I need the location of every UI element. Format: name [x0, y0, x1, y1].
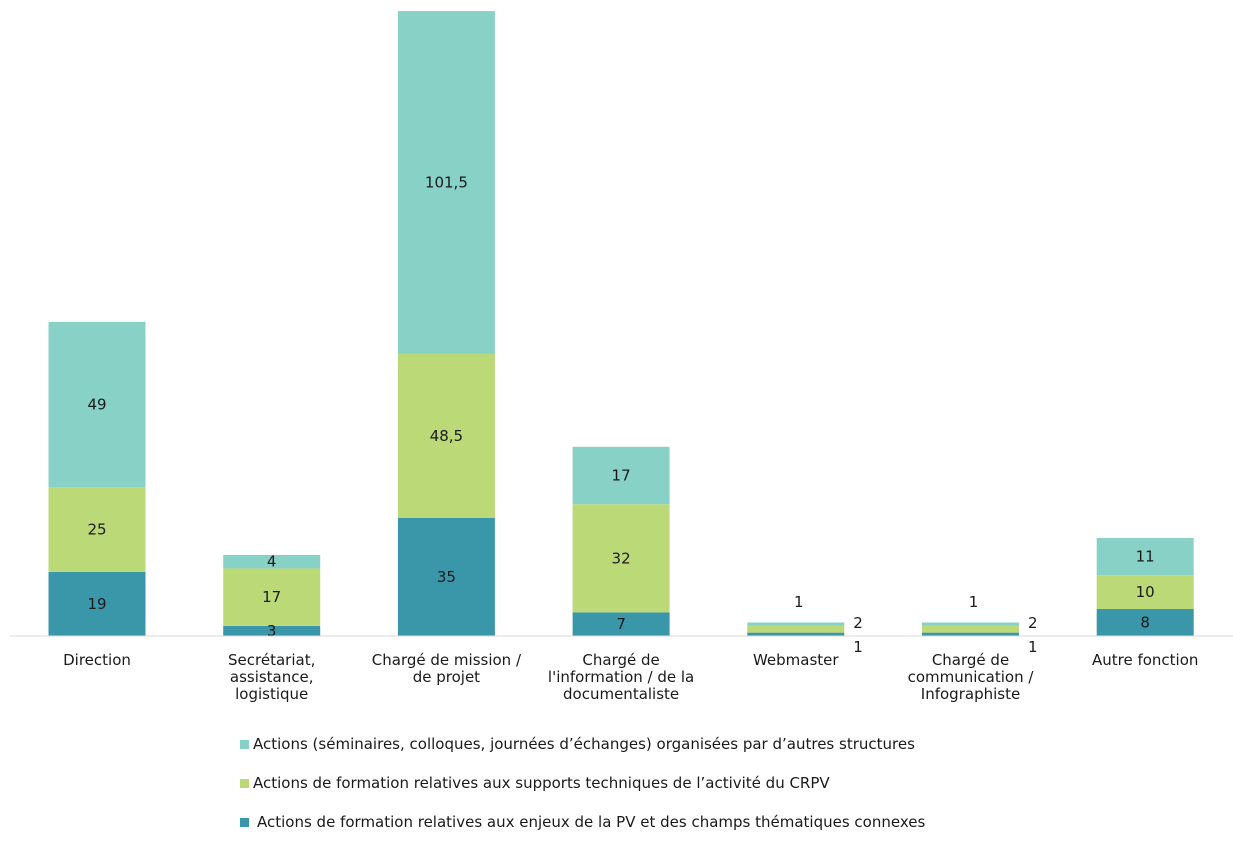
bar-segment	[747, 632, 845, 636]
bar-segment	[922, 632, 1019, 636]
data-label: 1	[794, 593, 804, 611]
legend-label: Actions de formation relatives aux enjeu…	[257, 813, 926, 831]
legend-swatch	[240, 778, 249, 788]
bar-segment	[48, 571, 146, 636]
x-tick-label: Webmaster	[753, 651, 839, 669]
data-label: 11	[1136, 548, 1155, 566]
data-label: 3	[267, 622, 277, 640]
bar-segment	[922, 625, 1019, 633]
bar-segment	[572, 612, 670, 636]
bar-segment	[1096, 608, 1194, 636]
bar-segment	[1096, 575, 1194, 609]
bar-segment	[397, 11, 495, 354]
x-tick-label: Direction	[63, 651, 131, 669]
data-label: 32	[612, 549, 631, 567]
bar-segment	[223, 568, 321, 626]
bar-segment	[572, 446, 670, 505]
legend-swatch	[240, 739, 249, 749]
data-label: 2	[1028, 614, 1038, 632]
bar-segment	[747, 622, 845, 626]
x-tick-label: Chargé de mission /	[372, 651, 522, 669]
x-tick-label: l'information / de la	[548, 668, 694, 686]
data-label: 1	[1028, 638, 1038, 656]
bar-segment	[397, 353, 495, 518]
x-tick-label: Infographiste	[921, 685, 1020, 703]
bar-segment	[223, 554, 321, 569]
bar-segment	[48, 487, 146, 572]
x-tick-label: Secrétariat,	[228, 651, 315, 669]
data-label: 17	[612, 467, 631, 485]
bar-segment	[223, 625, 321, 636]
data-label: 2	[853, 614, 863, 632]
x-tick-label: de projet	[413, 668, 480, 686]
stacked-bar-chart: 192549Direction3174Secrétariat,assistanc…	[10, 11, 1233, 703]
data-label: 10	[1136, 583, 1155, 601]
data-label: 17	[262, 588, 281, 606]
legend-swatch	[240, 817, 249, 827]
data-label: 1	[969, 593, 979, 611]
bar-segment	[1096, 538, 1194, 576]
bar-segment	[397, 517, 495, 636]
data-label: 8	[1140, 613, 1150, 631]
legend: Actions (séminaires, colloques, journées…	[240, 734, 925, 851]
x-tick-label: assistance,	[230, 668, 314, 686]
x-tick-label: Autre fonction	[1092, 651, 1198, 669]
bar-segment	[48, 321, 146, 488]
data-label: 19	[87, 595, 106, 613]
data-label: 35	[437, 568, 456, 586]
data-label: 101,5	[425, 174, 468, 192]
legend-label: Actions de formation relatives aux suppo…	[253, 774, 830, 792]
x-tick-label: Chargé de	[582, 651, 659, 669]
x-tick-label: logistique	[235, 685, 308, 703]
data-label: 48,5	[430, 427, 463, 445]
bar-segment	[747, 625, 845, 633]
data-label: 25	[87, 521, 106, 539]
bar-segment	[922, 622, 1019, 626]
legend-item: Actions (séminaires, colloques, journées…	[240, 734, 925, 754]
x-tick-label: communication /	[908, 668, 1035, 686]
data-label: 4	[267, 553, 277, 571]
x-tick-label: documentaliste	[563, 685, 679, 703]
legend-label: Actions (séminaires, colloques, journées…	[253, 735, 915, 753]
data-label: 1	[853, 638, 863, 656]
legend-item: Actions de formation relatives aux suppo…	[240, 773, 925, 793]
data-label: 49	[87, 396, 106, 414]
legend-item: Actions de formation relatives aux enjeu…	[240, 812, 925, 832]
bar-segment	[572, 504, 670, 613]
x-tick-label: Chargé de	[932, 651, 1009, 669]
data-label: 7	[616, 615, 626, 633]
